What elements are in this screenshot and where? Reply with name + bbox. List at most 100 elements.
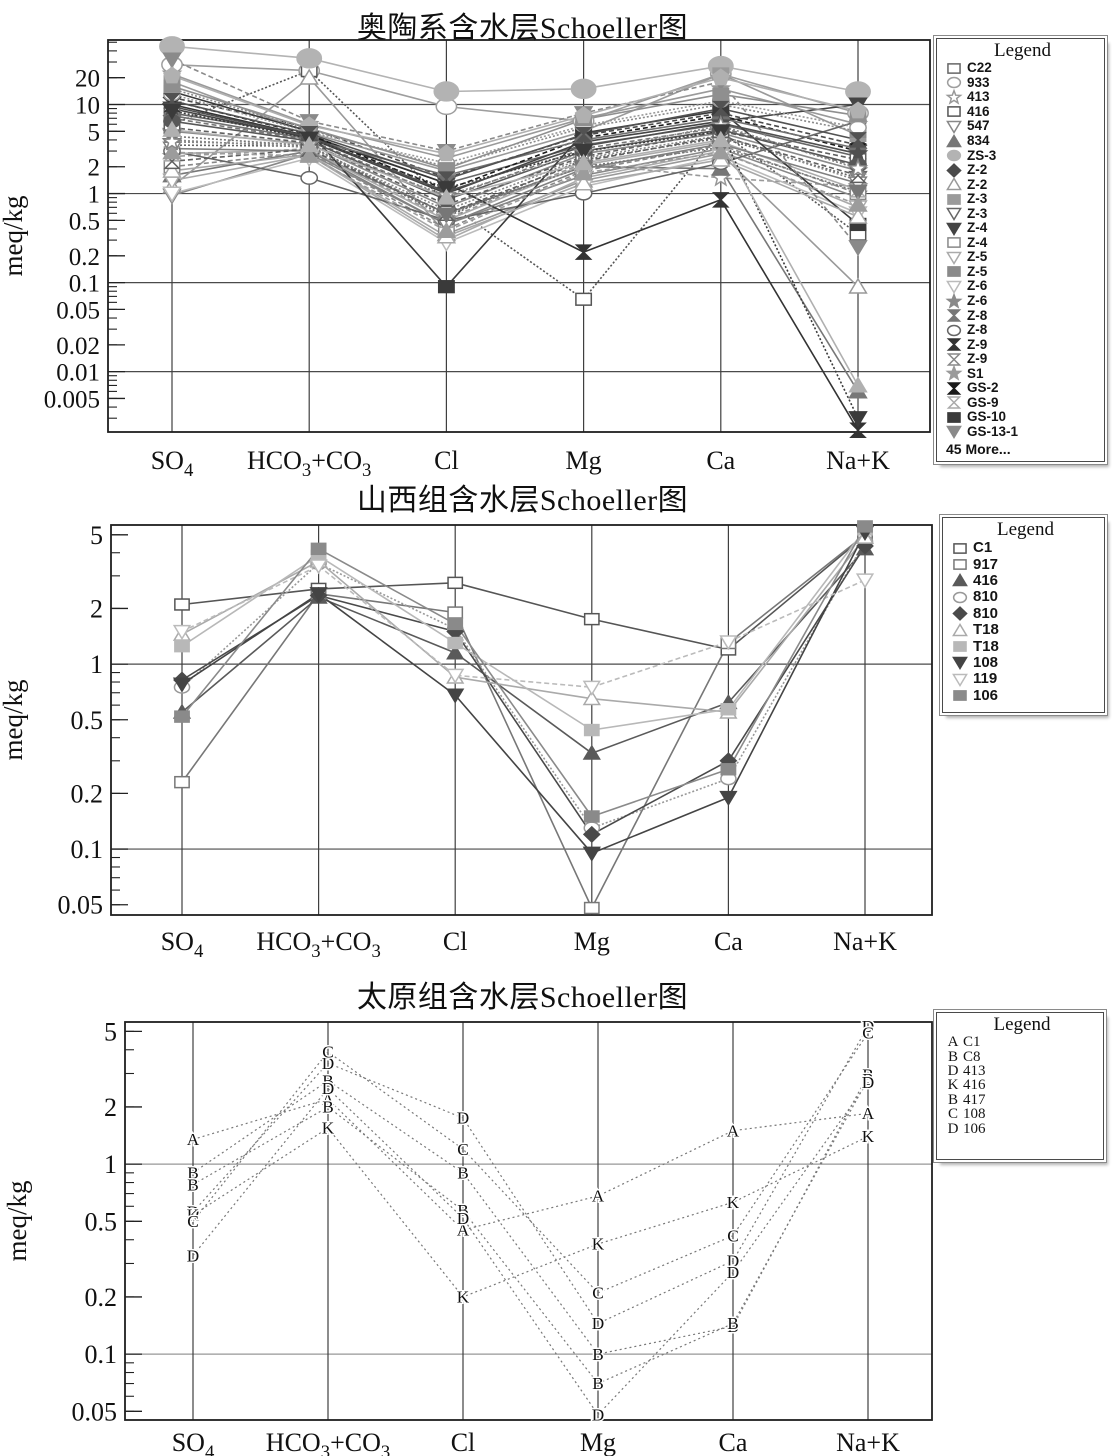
series-lines — [192, 1026, 869, 1416]
legend-item: K 416 — [943, 1077, 1101, 1094]
triangle-down-filled-icon — [952, 657, 968, 671]
legend-item: 413 — [943, 88, 1102, 105]
svg-text:D: D — [727, 1263, 739, 1282]
square-open-icon — [947, 106, 961, 118]
x-category-label: Na+K — [836, 1428, 900, 1456]
letter-marker-icon: D — [947, 1120, 959, 1137]
square-open-icon — [953, 559, 967, 570]
legend-item-label: Z-2 — [967, 162, 988, 178]
legend-item-label: Z-9 — [967, 336, 988, 352]
svg-text:C: C — [457, 1140, 469, 1159]
letter-marker-icon: A — [947, 1034, 959, 1051]
x-category-label: Na+K — [826, 446, 890, 475]
svg-text:5: 5 — [88, 119, 101, 146]
x-category-label: SO4 — [161, 927, 204, 962]
legend-item-label: GS-13-1 — [967, 423, 1019, 439]
legend-item: Z-9 — [943, 352, 1102, 367]
legend-ordovician: Legend C22 933 413 416 547 834 ZS-3 Z-2 Z-2 Z-3 Z-… — [936, 38, 1105, 462]
legend-item-label: Z-3 — [967, 205, 988, 221]
svg-text:K: K — [322, 1119, 335, 1138]
legend-item-label: Z-6 — [967, 293, 988, 309]
svg-text:0.005: 0.005 — [44, 386, 100, 413]
circle-open-icon — [946, 324, 962, 336]
svg-text:C: C — [322, 1043, 334, 1062]
square-filled-icon — [947, 193, 961, 205]
svg-text:D: D — [457, 1109, 469, 1128]
triangle-up-filled-icon — [952, 573, 968, 587]
svg-text:5: 5 — [104, 1017, 117, 1046]
legend-item: 810 — [949, 605, 1102, 622]
legend-item-label: C1 — [973, 539, 993, 557]
svg-text:5: 5 — [90, 521, 103, 550]
svg-text:0.5: 0.5 — [71, 706, 104, 735]
legend-item: GS-13-1 — [943, 423, 1102, 440]
x-category-label: Mg — [566, 446, 602, 475]
y-axis-label: meq/kg — [2, 1181, 32, 1262]
svg-text:B: B — [187, 1175, 199, 1194]
legend-items: C22 933 413 416 547 834 ZS-3 Z-2 Z-2 Z-3 Z-3 Z-4 Z-4… — [943, 61, 1102, 440]
legend-item: Z-6 — [943, 292, 1102, 309]
square-filled-icon — [947, 266, 961, 278]
chart-title-taiyuan: 太原组含水层Schoeller图 — [356, 981, 689, 1014]
legend-item-label: Z-5 — [967, 249, 988, 265]
legend-item-label: 413 — [967, 89, 990, 105]
legend-item-label: 416 — [963, 1077, 986, 1094]
legend-item: A C1 — [943, 1034, 1101, 1051]
svg-text:K: K — [727, 1193, 740, 1212]
svg-text:0.05: 0.05 — [72, 1397, 118, 1426]
legend-item-label: 108 — [963, 1106, 986, 1123]
legend-item: GS-9 — [943, 395, 1102, 411]
svg-text:C: C — [187, 1212, 199, 1231]
svg-text:A: A — [457, 1221, 470, 1240]
legend-item-label: Z-4 — [967, 234, 988, 250]
legend-title: Legend — [997, 519, 1054, 540]
legend-item-label: C1 — [963, 1034, 981, 1051]
x-category-label: Ca — [706, 446, 735, 475]
diamond-filled-icon — [952, 606, 968, 622]
svg-text:A: A — [727, 1121, 740, 1140]
svg-text:D: D — [862, 1073, 874, 1092]
svg-text:D: D — [187, 1246, 199, 1265]
square-filled-icon — [953, 641, 967, 652]
legend-item: 834 — [943, 133, 1102, 149]
letter-marker-icon: C — [947, 1106, 958, 1123]
circle-filled-icon — [946, 149, 962, 162]
x-category-label: Ca — [714, 927, 743, 956]
svg-text:0.5: 0.5 — [69, 208, 100, 235]
x-category-label: Mg — [574, 927, 610, 956]
square-open-icon — [947, 62, 961, 74]
svg-text:10: 10 — [75, 92, 100, 119]
legend-item-label: 917 — [973, 555, 999, 573]
legend-item-label: 547 — [967, 118, 990, 134]
svg-text:K: K — [862, 1127, 875, 1146]
legend-item-label: T18 — [973, 621, 999, 639]
svg-text:B: B — [187, 1164, 199, 1183]
svg-text:2: 2 — [88, 155, 101, 182]
legend-item: 547 — [943, 119, 1102, 134]
legend-item: Z-9 — [943, 337, 1102, 352]
legend-item-label: S1 — [967, 365, 984, 381]
svg-text:D: D — [322, 1079, 334, 1098]
triangle-up-open-icon — [952, 622, 968, 636]
legend-item-label: Z-4 — [967, 220, 988, 236]
letter-marker-icon: B — [947, 1091, 958, 1108]
svg-text:B: B — [592, 1374, 604, 1393]
legend-item: Z-8 — [943, 308, 1102, 323]
legend-item-label: ZS-3 — [967, 147, 997, 163]
legend-item-label: GS-10 — [967, 409, 1007, 425]
svg-text:B: B — [457, 1201, 469, 1220]
svg-text:0.2: 0.2 — [85, 1283, 118, 1312]
legend-item: Z-4 — [943, 221, 1102, 236]
x-category-label: HCO3+CO3 — [256, 927, 380, 962]
legend-item: Z-6 — [943, 279, 1102, 294]
plot-area: 5 2 1 0.5 0.2 0.1 0.05 — [58, 521, 933, 920]
svg-text:A: A — [322, 1090, 335, 1109]
svg-text:D: D — [592, 1314, 604, 1333]
legend-more-button[interactable]: 45 More... — [946, 441, 1011, 458]
legend-item: Z-3 — [943, 192, 1102, 207]
triangle-down-filled-icon — [946, 426, 962, 440]
svg-text:K: K — [457, 1288, 470, 1307]
legend-item: B 417 — [943, 1091, 1101, 1108]
legend-item: Z-3 — [943, 205, 1102, 222]
